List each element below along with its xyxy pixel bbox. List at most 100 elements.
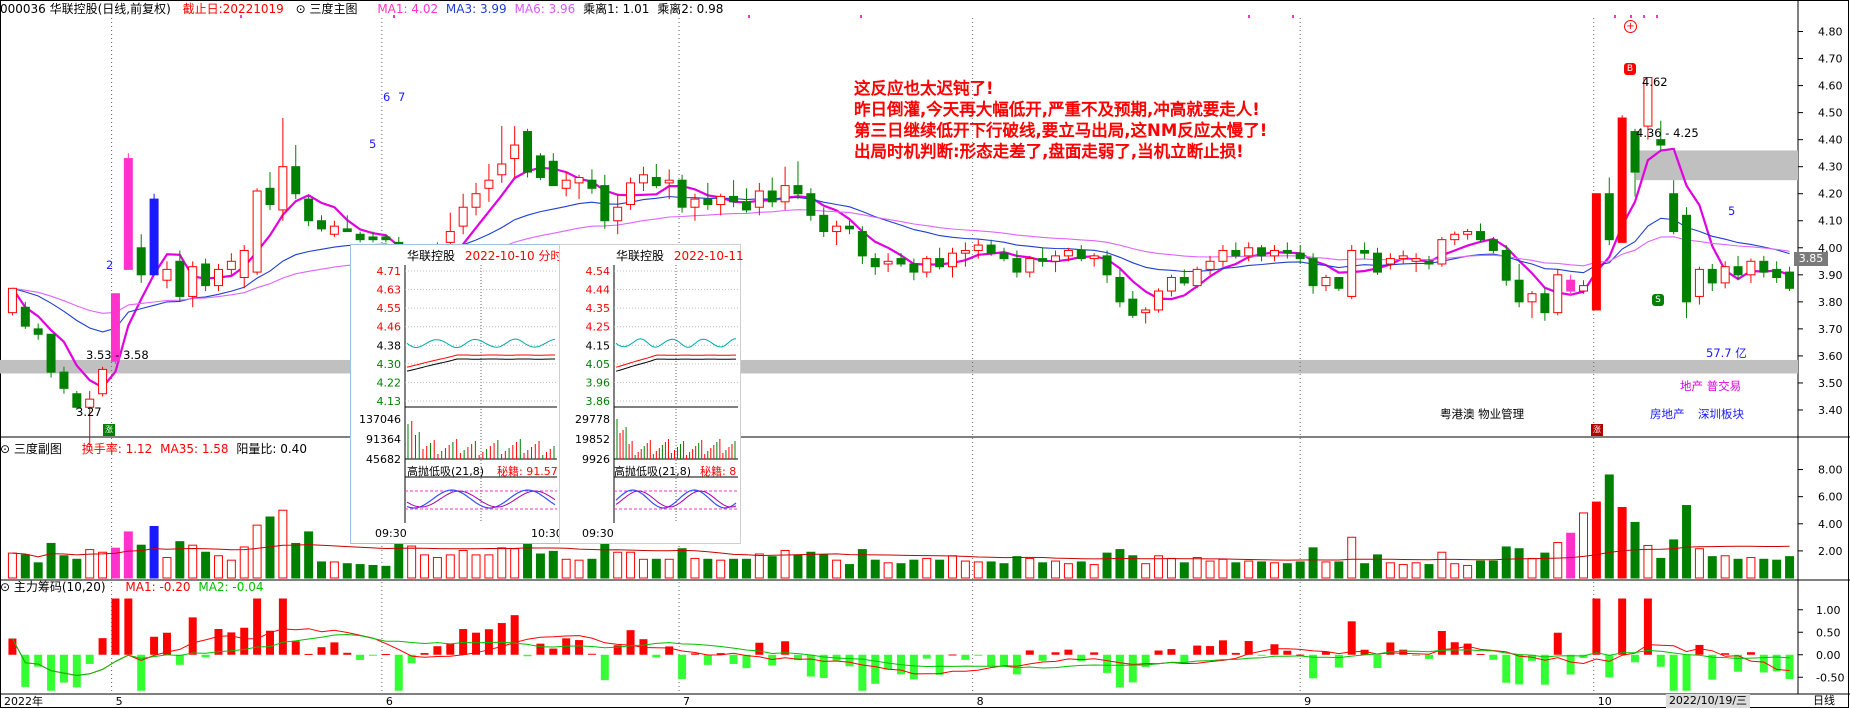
volume-ma-line <box>12 544 1790 561</box>
volume-bar <box>973 561 983 579</box>
volume-bar <box>317 561 326 579</box>
y-tick-label: 3.50 <box>1818 377 1843 390</box>
vol-tick-label: 6.00 <box>1818 491 1843 504</box>
candle-body <box>548 160 558 187</box>
volume-bar <box>1694 548 1704 579</box>
volume-bar <box>1372 554 1382 579</box>
candle-body <box>1682 214 1692 303</box>
volume-bar <box>754 553 764 579</box>
chip-bar <box>1296 654 1305 656</box>
chip-bar <box>1283 650 1292 655</box>
candle-body <box>46 333 56 373</box>
volume-bar <box>188 544 198 579</box>
volume-bar <box>574 559 584 579</box>
candle-body <box>561 179 571 189</box>
x-tick-label: 8 <box>977 695 984 708</box>
candle-body <box>1630 131 1640 173</box>
volume-bar <box>1205 560 1215 579</box>
sector-label-shenzhen[interactable]: 深圳板块 <box>1698 407 1744 421</box>
sub2-name[interactable]: ⊙ 主力筹码(10,20) <box>0 580 106 594</box>
sector-label-realestate[interactable]: 房地产 <box>1650 407 1685 421</box>
main-chart-header: 000036 华联控股(日线,前复权) 截止日:20221019 ⊙ 三度主图 … <box>0 0 731 18</box>
candle-body <box>213 268 223 287</box>
candle-body <box>819 214 829 233</box>
chip-bar <box>304 653 313 655</box>
inset-price-tick: 3.96 <box>586 376 611 389</box>
buy-marker[interactable]: B <box>1624 63 1636 75</box>
chip-bar <box>330 642 339 655</box>
add-circle-icon[interactable]: + <box>1624 20 1637 33</box>
intraday-inset-2[interactable]: 华联控股 2022-10-11 4.54 4.44 4.35 4.25 4.15 4.05… <box>559 244 744 544</box>
vol-tick-label: 4.00 <box>1818 518 1843 531</box>
volume-bar <box>1257 561 1267 579</box>
volume-bar <box>651 558 661 579</box>
candle-body <box>7 287 17 314</box>
candle-body <box>1076 249 1086 260</box>
chip-bar <box>1051 652 1060 655</box>
volume-bar <box>445 554 455 579</box>
candle-body <box>896 258 906 265</box>
signal-dot <box>1630 15 1632 18</box>
volume-bar <box>510 548 520 579</box>
signal-dot <box>1614 15 1616 18</box>
candle-body <box>806 193 816 216</box>
x-tick-label: 7 <box>683 695 690 708</box>
chip-bar <box>111 598 120 655</box>
chip-bar <box>690 653 699 655</box>
candle-body <box>1733 266 1743 276</box>
inset-price-tick: 4.13 <box>377 395 402 408</box>
candle-body <box>1514 279 1524 303</box>
main-chart-name[interactable]: ⊙ 三度主图 <box>295 2 358 16</box>
chip-bar <box>793 654 802 661</box>
sell-marker[interactable]: S <box>1652 294 1664 306</box>
chip-bar <box>781 641 790 655</box>
volume-bar <box>1308 547 1318 579</box>
concept-label[interactable]: 粤港澳 物业管理 <box>1440 407 1525 421</box>
chip-bar <box>600 654 609 681</box>
volume-bar <box>729 558 739 579</box>
volume-bar <box>1566 532 1576 579</box>
sub1-name[interactable]: ⊙ 三度副图 <box>0 442 62 456</box>
candle-body <box>136 247 146 276</box>
volume-bar <box>162 557 172 579</box>
chip-bar <box>1218 640 1227 655</box>
candle-body <box>458 206 468 227</box>
annotation-line: 第三日继续低开下行破线,要立马出局,这NM反应太慢了! <box>854 121 1268 140</box>
chip-bar <box>987 654 996 667</box>
candle-body <box>767 190 777 203</box>
candle-body <box>1334 277 1344 289</box>
volume-bar <box>1720 555 1730 579</box>
stock-title: 000036 华联控股(日线,前复权) <box>0 2 171 16</box>
volume-bar <box>587 558 597 579</box>
candle-body <box>1785 271 1795 289</box>
chip-bar <box>356 654 365 660</box>
volume-bar <box>291 542 301 579</box>
chip-bar <box>278 598 287 655</box>
period-label[interactable]: 日线 <box>1813 694 1835 707</box>
intraday-inset-1[interactable]: 华联控股 2022-10-10 分时 4.71 4.63 4.55 4.46 4.38 4… <box>350 244 563 544</box>
chip-ma2-value: MA2: -0.04 <box>198 580 264 594</box>
candle-body <box>162 268 172 281</box>
volume-bar <box>1785 556 1795 579</box>
tag-group-label[interactable]: 地产 普交易 <box>1680 379 1742 393</box>
resistance-zone <box>1636 150 1798 181</box>
candle-body <box>999 252 1009 260</box>
inset1-time-end: 10:30 <box>531 527 563 540</box>
candle-body <box>935 258 945 268</box>
chip-bar <box>1656 654 1665 667</box>
candle-body <box>329 225 339 235</box>
candle-body <box>123 158 133 270</box>
candle-body <box>1141 309 1151 314</box>
candle-body <box>85 398 95 408</box>
volume-bar <box>1579 512 1589 579</box>
inset2-name: 华联控股 <box>616 249 665 263</box>
chip-bar <box>536 643 545 655</box>
candle-body <box>948 252 958 268</box>
candle-body <box>1501 249 1511 281</box>
candle-body <box>1527 293 1537 303</box>
chip-bar <box>1669 654 1678 691</box>
volume-bar <box>1385 562 1395 579</box>
volume-bar <box>1591 501 1601 579</box>
candle-body <box>1308 258 1318 287</box>
volume-bar <box>1540 552 1550 579</box>
